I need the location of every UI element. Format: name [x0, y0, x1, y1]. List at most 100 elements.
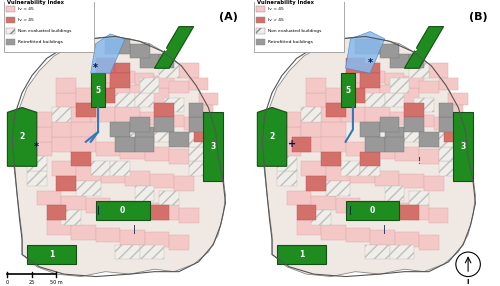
Polygon shape — [62, 196, 86, 210]
Polygon shape — [96, 142, 120, 156]
Polygon shape — [321, 152, 340, 166]
Polygon shape — [115, 93, 135, 108]
Polygon shape — [368, 71, 385, 83]
Polygon shape — [365, 93, 385, 108]
Polygon shape — [400, 174, 424, 188]
Polygon shape — [390, 78, 409, 93]
FancyBboxPatch shape — [6, 39, 15, 45]
Text: 0: 0 — [370, 206, 375, 215]
Text: 4: 4 — [412, 44, 417, 53]
Polygon shape — [125, 171, 150, 186]
Polygon shape — [96, 58, 115, 73]
Text: |: | — [96, 206, 100, 215]
Polygon shape — [188, 78, 208, 90]
Polygon shape — [346, 88, 365, 103]
FancyBboxPatch shape — [256, 39, 264, 45]
Polygon shape — [385, 73, 404, 86]
Polygon shape — [96, 200, 150, 220]
Polygon shape — [71, 137, 96, 152]
Polygon shape — [169, 235, 188, 250]
Polygon shape — [130, 117, 150, 132]
Text: 3: 3 — [210, 142, 216, 151]
Polygon shape — [188, 117, 208, 132]
Polygon shape — [321, 108, 340, 122]
Polygon shape — [110, 122, 130, 137]
Polygon shape — [360, 152, 380, 166]
Text: 3: 3 — [460, 142, 466, 151]
Polygon shape — [154, 76, 174, 88]
Polygon shape — [76, 166, 100, 181]
Text: Vulnerability Index: Vulnerability Index — [258, 0, 314, 5]
Text: 2: 2 — [20, 132, 24, 141]
Polygon shape — [277, 156, 296, 171]
Polygon shape — [419, 132, 438, 147]
Polygon shape — [194, 127, 208, 142]
Polygon shape — [169, 81, 188, 93]
Text: !: ! — [418, 157, 420, 166]
Polygon shape — [46, 220, 71, 235]
Polygon shape — [135, 203, 160, 218]
Polygon shape — [8, 108, 37, 166]
Polygon shape — [90, 83, 110, 98]
Polygon shape — [169, 132, 188, 147]
Polygon shape — [110, 200, 135, 215]
Polygon shape — [390, 112, 414, 125]
Polygon shape — [360, 83, 380, 98]
FancyBboxPatch shape — [6, 17, 15, 23]
Polygon shape — [277, 112, 301, 127]
Polygon shape — [404, 76, 424, 88]
Polygon shape — [56, 176, 76, 191]
Text: |: | — [349, 206, 352, 215]
Text: 4: 4 — [162, 44, 167, 53]
Polygon shape — [56, 78, 76, 93]
Polygon shape — [414, 115, 434, 127]
Polygon shape — [90, 161, 110, 176]
Polygon shape — [135, 127, 154, 142]
Polygon shape — [71, 108, 90, 122]
Text: I: I — [467, 279, 469, 285]
Polygon shape — [106, 39, 130, 53]
Polygon shape — [277, 245, 326, 264]
Text: Non evaluated buildings: Non evaluated buildings — [18, 29, 72, 33]
Polygon shape — [458, 142, 473, 156]
Polygon shape — [302, 137, 326, 152]
Polygon shape — [56, 93, 76, 108]
Polygon shape — [262, 36, 476, 277]
Polygon shape — [438, 103, 454, 117]
Polygon shape — [110, 73, 130, 88]
Polygon shape — [208, 142, 223, 156]
Polygon shape — [424, 176, 444, 191]
Polygon shape — [90, 108, 115, 122]
Polygon shape — [350, 169, 375, 183]
FancyBboxPatch shape — [256, 17, 264, 23]
Text: |: | — [134, 225, 136, 235]
Polygon shape — [302, 122, 326, 137]
Polygon shape — [12, 36, 226, 277]
Polygon shape — [434, 132, 454, 147]
Polygon shape — [135, 93, 154, 108]
Polygon shape — [454, 156, 473, 171]
Polygon shape — [340, 83, 360, 98]
Polygon shape — [188, 147, 208, 161]
Polygon shape — [410, 63, 429, 78]
Polygon shape — [135, 73, 154, 86]
Polygon shape — [410, 205, 429, 220]
Polygon shape — [385, 127, 404, 142]
Polygon shape — [360, 122, 380, 137]
Text: *: * — [34, 142, 40, 152]
Polygon shape — [312, 196, 336, 210]
Text: |: | — [384, 225, 386, 235]
Polygon shape — [410, 191, 429, 205]
Polygon shape — [394, 147, 419, 161]
Text: 0: 0 — [120, 206, 125, 215]
Polygon shape — [385, 186, 404, 200]
Text: Iv > 45: Iv > 45 — [268, 18, 284, 22]
Polygon shape — [71, 152, 90, 166]
Polygon shape — [390, 53, 409, 68]
Text: (A): (A) — [218, 12, 238, 22]
Polygon shape — [135, 186, 154, 200]
FancyBboxPatch shape — [254, 0, 344, 51]
Text: Iv < 45: Iv < 45 — [268, 7, 284, 11]
Polygon shape — [188, 161, 208, 176]
Polygon shape — [438, 117, 458, 132]
